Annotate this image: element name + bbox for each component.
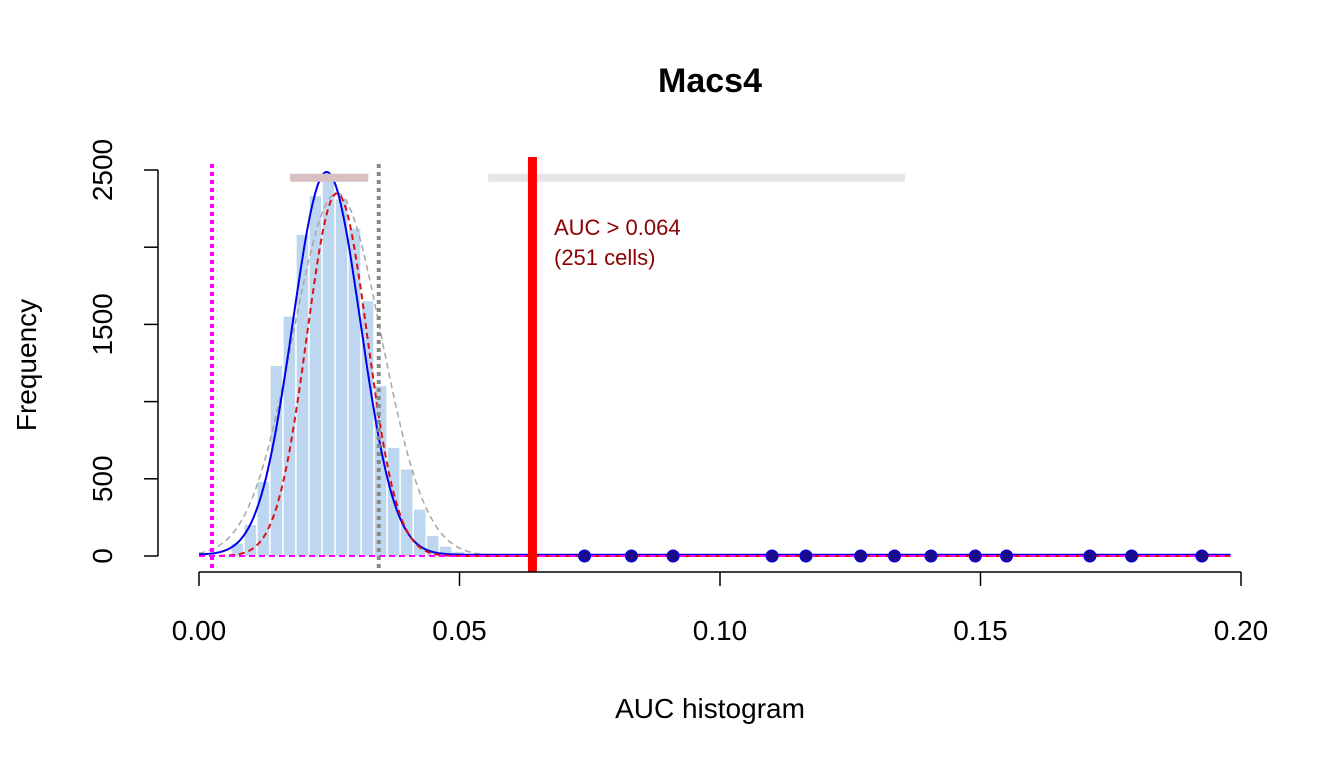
histogram-bar (400, 469, 413, 556)
histogram-bar (348, 228, 361, 556)
histogram-bar (439, 546, 452, 556)
high-auc-point (765, 549, 779, 563)
histogram-bar (231, 543, 244, 556)
histogram-bar (361, 301, 374, 556)
y-tick-label: 0 (87, 548, 118, 564)
curves (198, 171, 1231, 557)
high-auc-point (888, 549, 902, 563)
high-auc-point (854, 549, 868, 563)
y-tick-label: 2500 (87, 139, 118, 201)
histogram-bar (244, 525, 257, 556)
high-auc-points (578, 549, 1209, 563)
threshold-label: AUC > 0.064 (554, 215, 681, 240)
high-auc-point (578, 549, 592, 563)
histogram-bar (335, 199, 348, 556)
x-tick-label: 0.10 (693, 615, 748, 646)
high-auc-point (666, 549, 680, 563)
histogram-bar (322, 176, 335, 556)
high-auc-point (1125, 549, 1139, 563)
threshold-cells-label: (251 cells) (554, 245, 655, 270)
high-auc-point (799, 549, 813, 563)
density-curve (198, 171, 1231, 556)
gray-fit-curve (198, 192, 575, 557)
histogram-bar (257, 481, 270, 556)
histogram-bar (413, 509, 426, 556)
histogram-bar (296, 234, 309, 556)
x-tick-label: 0.20 (1214, 615, 1269, 646)
high-auc-point (1195, 549, 1209, 563)
x-axis-label: AUC histogram (615, 693, 805, 724)
high-auc-point (968, 549, 982, 563)
high-auc-point (624, 549, 638, 563)
x-tick-label: 0.15 (953, 615, 1008, 646)
histogram-bar (270, 366, 283, 556)
high-auc-point (1000, 549, 1014, 563)
y-tick-label: 500 (87, 455, 118, 502)
axes: 0.00 0.05 0.10 0.15 0.20 0 500 1500 2500 (87, 139, 1268, 646)
chart-title: Macs4 (658, 62, 762, 100)
markers (210, 157, 905, 572)
x-tick-label: 0.05 (432, 615, 487, 646)
histogram-bar (283, 316, 296, 556)
y-tick-label: 1500 (87, 293, 118, 355)
histogram-bar (426, 535, 439, 556)
high-auc-point (1083, 549, 1097, 563)
histogram-bar (309, 196, 322, 557)
y-axis-label: Frequency (11, 299, 42, 431)
high-auc-point (924, 549, 938, 563)
histogram-bars (231, 176, 465, 557)
x-tick-label: 0.00 (172, 615, 227, 646)
